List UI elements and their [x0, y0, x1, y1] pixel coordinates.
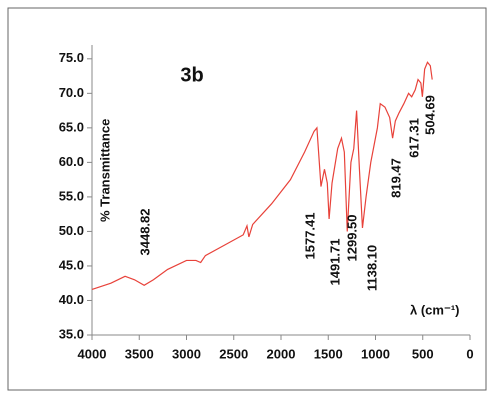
y-tick-label: 60.0 — [59, 154, 84, 169]
y-tick-label: 50.0 — [59, 223, 84, 238]
peak-label: 1491.71 — [327, 239, 342, 286]
peak-label: 617.31 — [406, 118, 421, 158]
y-tick-label: 40.0 — [59, 292, 84, 307]
y-tick-label: 45.0 — [59, 257, 84, 272]
peak-label: 504.69 — [422, 95, 437, 135]
x-tick-label: 2000 — [267, 346, 296, 361]
frame — [7, 7, 487, 391]
x-tick-label: 4000 — [78, 346, 107, 361]
peak-label: 3448.82 — [137, 209, 152, 256]
x-tick-label: 0 — [466, 346, 473, 361]
peak-label: 1138.10 — [364, 245, 379, 291]
peak-label: 1577.41 — [302, 213, 317, 260]
y-tick-label: 75.0 — [59, 50, 84, 65]
y-tick-label: 65.0 — [59, 119, 84, 134]
x-tick-label: 3000 — [172, 346, 201, 361]
peak-label: 819.47 — [388, 158, 403, 198]
x-axis-label: λ (cm⁻¹) — [410, 302, 459, 317]
peak-label: 1299.50 — [344, 215, 359, 262]
y-axis-label: % Transmittance — [97, 119, 112, 222]
chart-title: 3b — [180, 64, 203, 86]
x-tick-label: 1500 — [314, 346, 343, 361]
x-tick-label: 2500 — [219, 346, 248, 361]
spectrum-line — [91, 61, 433, 290]
y-tick-label: 35.0 — [59, 326, 84, 341]
x-tick-label: 500 — [412, 346, 434, 361]
y-tick-label: 70.0 — [59, 85, 84, 100]
x-tick-label: 1000 — [361, 346, 390, 361]
y-tick-label: 55.0 — [59, 188, 84, 203]
x-tick-label: 3500 — [125, 346, 154, 361]
